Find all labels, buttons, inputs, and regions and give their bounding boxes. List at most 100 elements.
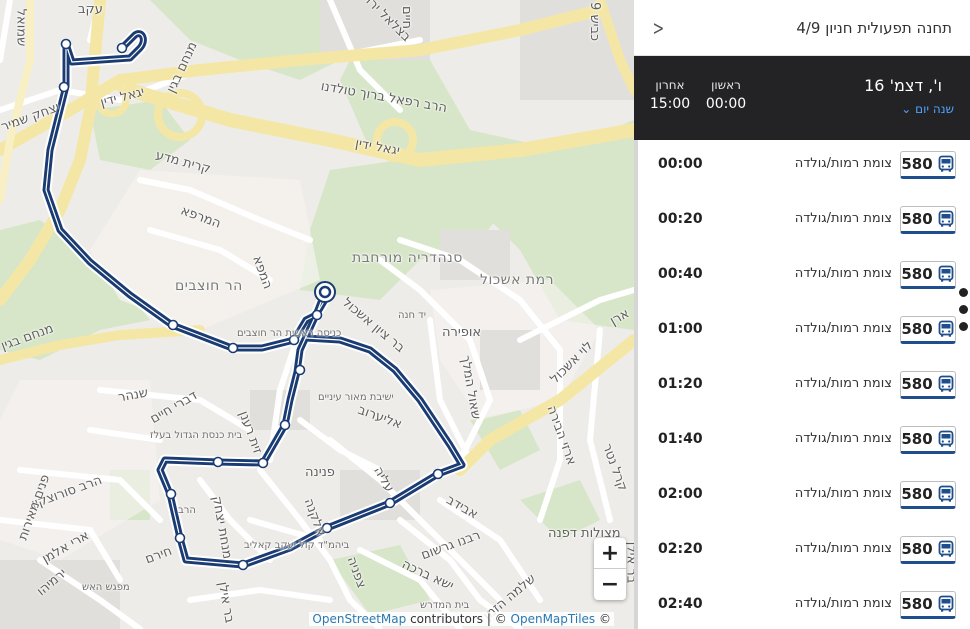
bus-stop-marker — [384, 497, 396, 509]
attribution-text: contributors | © — [406, 612, 511, 626]
departure-time: 01:20 — [658, 376, 703, 392]
line-badge: 580 — [900, 316, 956, 344]
destination: צומת רמות/גולדה — [794, 486, 892, 501]
line-number: 580 — [901, 595, 933, 613]
map-label: בית המדרש — [420, 600, 470, 611]
map-label: עקב — [78, 2, 103, 17]
day-bar: ו', דצמ' 16 שנה יום ⌄ ראשון 00:00 אחרון … — [634, 56, 970, 140]
bus-icon — [938, 320, 954, 337]
bus-stop-marker — [311, 309, 323, 321]
map-label: מצולות דפנה — [548, 526, 621, 541]
line-badge: 580 — [900, 591, 956, 619]
osm-link[interactable]: OpenStreetMap — [312, 612, 407, 626]
chevron-left-icon[interactable]: < — [652, 15, 665, 40]
departure-row[interactable]: 580 צומת רמות/גולדה 00:20 — [634, 195, 970, 250]
map-label: הרב — [178, 505, 196, 516]
departure-row[interactable]: 580 צומת רמות/גולדה 01:00 — [634, 305, 970, 360]
last-departure-label: אחרון — [655, 78, 685, 92]
departure-row[interactable]: 580 צומת רמות/גולדה 01:20 — [634, 360, 970, 415]
more-options-icon[interactable] — [959, 288, 969, 339]
line-number: 580 — [901, 210, 933, 228]
departure-row[interactable]: 580 צומת רמות/גולדה 02:00 — [634, 470, 970, 525]
first-departure-label: ראשון — [711, 78, 741, 92]
departure-row[interactable]: 580 צומת רמות/גולדה 00:00 — [634, 140, 970, 195]
departure-row[interactable]: 580 צומת רמות/גולדה 00:40 — [634, 250, 970, 305]
map-label: שמואל — [13, 8, 29, 47]
departure-time: 00:40 — [658, 266, 703, 282]
departure-time: 01:00 — [658, 321, 703, 337]
destination: צומת רמות/גולדה — [794, 156, 892, 171]
bus-stop-marker — [165, 488, 177, 500]
change-day-button[interactable]: שנה יום ⌄ — [901, 102, 954, 116]
bus-icon — [938, 485, 954, 502]
bus-stop-marker — [60, 38, 72, 50]
map-view[interactable]: כביש 9 בצלאל ירדני עקב חיים שמואל מנחם ב… — [0, 0, 634, 629]
map-label: הר חוצבים — [175, 278, 243, 294]
bus-stop-marker — [321, 522, 333, 534]
map-label: יד חנה — [398, 310, 426, 321]
map-label: בית כנסת הגדול בעלז — [150, 430, 243, 441]
line-number: 580 — [901, 485, 933, 503]
destination: צומת רמות/גולדה — [794, 266, 892, 281]
departure-time: 01:40 — [658, 431, 703, 447]
bus-stop-marker — [174, 532, 186, 544]
departures-list[interactable]: 580 צומת רמות/גולדה 00:00 580 — [634, 140, 970, 629]
line-badge: 580 — [900, 426, 956, 454]
bus-stop-marker — [237, 559, 249, 571]
departure-row[interactable]: 580 צומת רמות/גולדה 02:20 — [634, 525, 970, 580]
bus-stop-marker — [432, 468, 444, 480]
bus-stops[interactable] — [58, 38, 444, 571]
departure-time: 02:40 — [658, 596, 703, 612]
bus-stop-marker — [279, 419, 291, 431]
openmaptiles-link[interactable]: OpenMapTiles — [510, 612, 596, 626]
map-label: פנינה — [305, 465, 335, 480]
bus-icon — [938, 540, 954, 557]
bus-stop-marker — [288, 334, 300, 346]
line-number: 580 — [901, 155, 933, 173]
panel-header: תחנה תפעולית חניון 4/9 < — [634, 0, 970, 56]
bus-stop-marker — [58, 81, 70, 93]
destination: צומת רמות/גולדה — [794, 431, 892, 446]
map-label: ישיבת מאור עיניים — [318, 392, 394, 403]
zoom-out-button[interactable]: − — [600, 572, 620, 597]
scrollbar[interactable] — [634, 140, 638, 629]
line-number: 580 — [901, 540, 933, 558]
destination: צומת רמות/גולדה — [794, 321, 892, 336]
last-departure: אחרון 15:00 — [640, 78, 700, 112]
bus-icon — [938, 155, 954, 172]
attribution-end: © — [595, 612, 611, 626]
destination: צומת רמות/גולדה — [794, 376, 892, 391]
map-label: כביש 9 — [586, 2, 602, 41]
bus-stop-marker — [257, 457, 269, 469]
departure-time: 00:00 — [658, 156, 703, 172]
departure-time: 02:00 — [658, 486, 703, 502]
bus-stop-marker — [212, 456, 224, 468]
bus-route-line[interactable] — [40, 28, 468, 571]
map-label: אופירה — [442, 325, 482, 340]
origin-stop-marker[interactable] — [314, 281, 336, 303]
line-number: 580 — [901, 265, 933, 283]
zoom-in-button[interactable]: + — [594, 538, 626, 569]
departure-time: 02:20 — [658, 541, 703, 557]
map-label: סנהדריה מורחבת — [352, 250, 463, 266]
first-departure-time: 00:00 — [705, 96, 747, 112]
map-label: ביהמ"ד קול יעקב קאליב — [244, 540, 350, 551]
line-badge: 580 — [900, 151, 956, 179]
stop-title: תחנה תפעולית חניון 4/9 — [796, 18, 952, 37]
destination: צומת רמות/גולדה — [794, 211, 892, 226]
zoom-control: + − — [594, 538, 626, 600]
selected-day: ו', דצמ' 16 — [864, 76, 942, 95]
departure-row[interactable]: 580 צומת רמות/גולדה 02:40 — [634, 580, 970, 629]
line-number: 580 — [901, 320, 933, 338]
departure-row[interactable]: 580 צומת רמות/גולדה 01:40 — [634, 415, 970, 470]
map-label: רמת אשכול — [480, 272, 555, 288]
map-canvas[interactable] — [0, 0, 634, 629]
last-departure-time: 15:00 — [649, 96, 691, 112]
bus-stop-marker — [227, 342, 239, 354]
major-roads — [0, 0, 634, 476]
line-number: 580 — [901, 430, 933, 448]
map-attribution: OpenStreetMap contributors | © OpenMapTi… — [309, 612, 614, 626]
map-label: חיים — [398, 6, 414, 29]
departure-time: 00:20 — [658, 211, 703, 227]
map-label: כניסה ראשית הר חוצבים — [237, 328, 342, 339]
